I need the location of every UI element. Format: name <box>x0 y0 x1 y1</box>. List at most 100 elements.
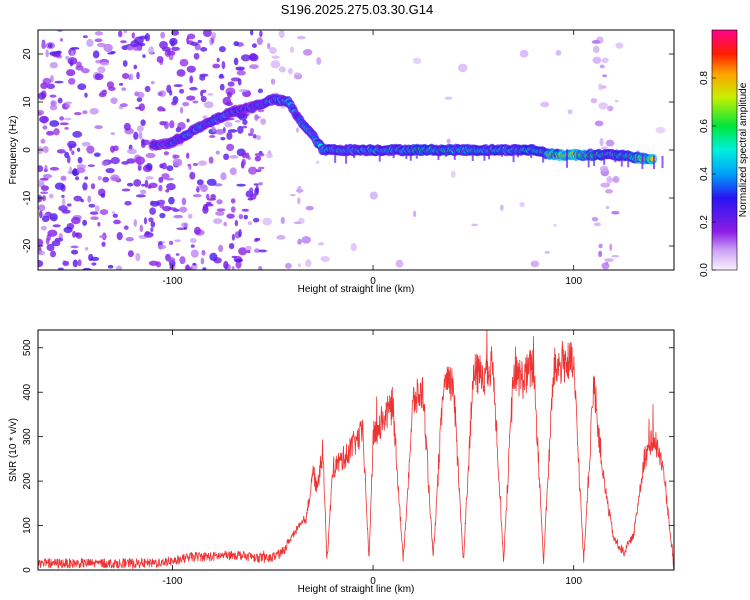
noise-blob <box>74 176 80 181</box>
ridge-streak <box>530 146 533 159</box>
noise-blob <box>106 81 115 89</box>
noise-blob <box>77 83 87 91</box>
noise-blob <box>234 119 241 123</box>
noise-blob <box>254 114 259 121</box>
snr-x-tick-label: -100 <box>162 576 182 587</box>
noise-blob <box>234 219 239 227</box>
ridge-streak <box>437 145 440 161</box>
noise-blob <box>190 41 199 47</box>
noise-blob <box>601 57 609 64</box>
noise-blob <box>39 210 43 219</box>
ridge-streak <box>512 144 515 163</box>
colorbar-gradient <box>712 30 737 270</box>
noise-blob <box>288 67 293 75</box>
noise-blob <box>211 32 217 39</box>
noise-blob <box>70 216 81 225</box>
noise-blob <box>64 101 73 105</box>
noise-blob <box>166 50 176 56</box>
noise-blob <box>54 80 64 84</box>
noise-blob <box>229 155 239 159</box>
noise-blob <box>187 213 193 219</box>
noise-blob <box>70 46 80 50</box>
noise-blob <box>157 106 165 112</box>
noise-blob <box>249 64 259 70</box>
ridge-streak <box>627 151 630 168</box>
noise-blob <box>196 186 200 193</box>
noise-blob <box>41 116 48 124</box>
noise-blob <box>444 96 453 100</box>
noise-blob <box>212 63 221 69</box>
noise-blob <box>49 250 57 258</box>
noise-blob <box>201 249 206 256</box>
noise-blob <box>215 128 225 135</box>
noise-blob <box>238 89 248 92</box>
noise-blob <box>446 138 451 144</box>
snr-y-axis-label: SNR (10 * v/v) <box>8 418 19 482</box>
noise-blob <box>216 199 223 205</box>
noise-blob <box>117 30 123 38</box>
noise-blob <box>54 237 64 242</box>
noise-blob <box>162 205 172 212</box>
noise-blob <box>192 162 199 167</box>
noise-blob <box>110 174 120 182</box>
noise-blob <box>190 244 195 248</box>
ridge-streak <box>607 153 610 158</box>
noise-blob <box>89 107 99 115</box>
noise-blob <box>102 89 107 93</box>
noise-blob <box>77 259 82 267</box>
noise-blob <box>42 145 49 154</box>
noise-blob <box>85 247 89 251</box>
snr-y-tick-label: 500 <box>22 339 33 356</box>
noise-blob <box>605 139 615 147</box>
noise-blob <box>592 56 602 64</box>
noise-blob <box>179 206 188 213</box>
noise-blob <box>56 50 62 54</box>
noise-blob <box>40 138 46 144</box>
noise-blob <box>72 131 83 138</box>
ridge-streak <box>500 147 503 157</box>
noise-blob <box>231 255 237 259</box>
noise-blob <box>38 194 43 203</box>
noise-blob <box>540 101 550 108</box>
noise-blob <box>199 75 206 81</box>
noise-blob <box>136 125 144 132</box>
noise-blob <box>231 233 235 241</box>
noise-blob <box>174 239 181 242</box>
noise-blob <box>165 188 170 193</box>
ridge-streak <box>415 146 418 159</box>
noise-blob <box>46 243 55 252</box>
noise-blob <box>144 33 151 42</box>
noise-blob <box>61 194 65 198</box>
noise-blob <box>249 193 257 200</box>
snr-y-tick-label: 0 <box>22 567 33 573</box>
noise-blob <box>250 30 254 36</box>
noise-blob <box>226 131 233 140</box>
noise-blob <box>111 211 116 214</box>
noise-blob <box>105 167 115 174</box>
noise-blob <box>500 204 504 212</box>
noise-blob <box>604 258 614 263</box>
noise-blob <box>598 243 603 249</box>
noise-blob <box>159 212 166 219</box>
ridge-streak <box>397 147 400 156</box>
ridge-streak <box>516 146 519 158</box>
noise-blob <box>97 221 101 227</box>
noise-blob <box>185 264 191 270</box>
noise-blob <box>592 45 600 54</box>
noise-blob <box>81 141 91 147</box>
noise-blob <box>65 103 71 108</box>
noise-blob <box>125 236 134 242</box>
noise-blob <box>235 260 242 269</box>
noise-blob <box>265 153 273 159</box>
noise-blob <box>218 244 224 253</box>
noise-blob <box>218 46 226 53</box>
noise-blob <box>228 243 235 250</box>
noise-blob <box>245 245 252 251</box>
snr-frame <box>37 329 675 571</box>
noise-blob <box>118 82 124 86</box>
noise-blob <box>150 227 154 232</box>
noise-blob <box>172 158 181 167</box>
noise-blob <box>256 135 261 141</box>
noise-blob <box>81 68 90 74</box>
noise-blob <box>237 125 244 134</box>
